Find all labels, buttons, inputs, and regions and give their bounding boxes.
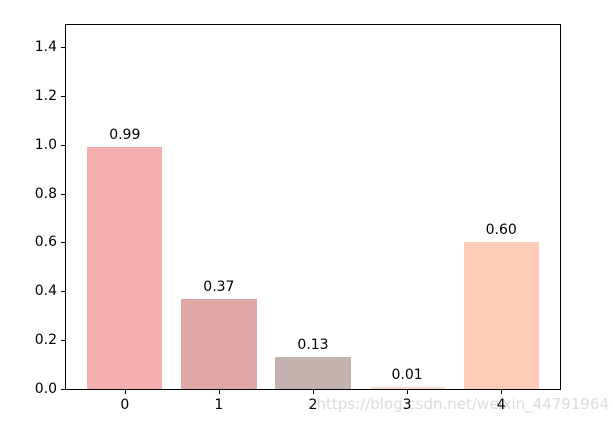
- x-tick-label: 0: [120, 397, 130, 413]
- y-tick-mark: [61, 193, 65, 195]
- x-tick-label: 3: [402, 397, 412, 413]
- plot-area: 0.99 0.37 0.13 0.01 0.60: [65, 24, 561, 390]
- watermark-text: https://blog.csdn.net/weixin_44791964: [316, 395, 609, 413]
- y-tick-mark: [61, 340, 65, 342]
- bar-category-0: [87, 147, 163, 389]
- y-tick-label: 0.8: [34, 185, 57, 202]
- y-tick-label: 1.0: [34, 136, 57, 153]
- bar-value-label: 0.37: [203, 279, 235, 295]
- x-tick-label: 1: [214, 397, 224, 413]
- x-tick-mark: [407, 390, 409, 394]
- x-tick-mark: [501, 390, 503, 394]
- x-tick-mark: [313, 390, 314, 394]
- y-tick-label: 1.4: [34, 39, 57, 55]
- x-tick-label: 4: [496, 397, 506, 413]
- bar-value-label: 0.99: [109, 127, 141, 143]
- y-tick-label: 0.6: [34, 234, 57, 251]
- y-tick-label: 1.2: [34, 87, 57, 104]
- y-tick-mark: [61, 291, 65, 293]
- bar-value-label: 0.01: [391, 367, 423, 383]
- x-tick-label: 2: [308, 397, 318, 413]
- y-tick-label: 0.0: [34, 381, 57, 397]
- y-tick-label: 0.4: [34, 283, 57, 300]
- y-tick-mark: [61, 389, 65, 390]
- bar-category-3: [369, 387, 445, 389]
- y-tick-label: 0.2: [34, 332, 57, 349]
- x-tick-mark: [124, 390, 126, 394]
- y-tick-mark: [61, 47, 65, 48]
- bar-category-4: [463, 242, 539, 389]
- bar-category-2: [275, 357, 351, 389]
- y-tick-mark: [61, 95, 65, 97]
- bar-value-label: 0.13: [297, 337, 329, 353]
- y-tick-mark: [61, 144, 65, 146]
- x-tick-mark: [218, 390, 220, 394]
- bar-category-1: [181, 299, 257, 389]
- y-tick-mark: [61, 242, 65, 244]
- bar-value-label: 0.60: [485, 222, 517, 238]
